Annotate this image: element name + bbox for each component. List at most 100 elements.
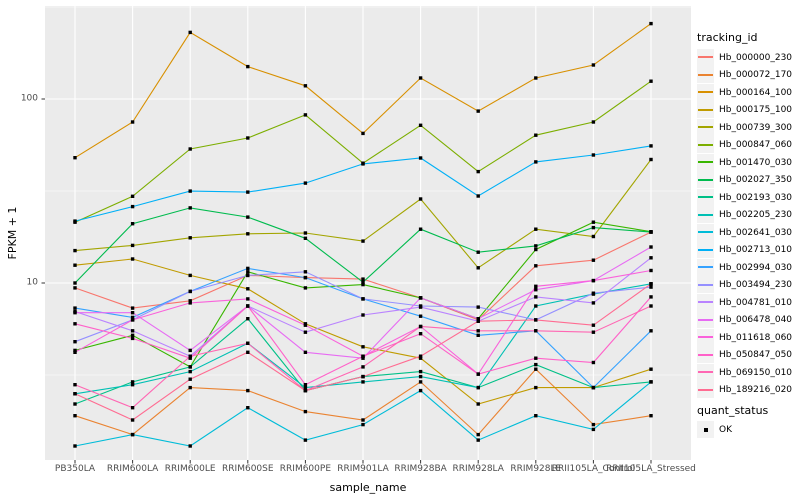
data-point-marker xyxy=(188,369,192,374)
data-point-marker xyxy=(246,341,250,345)
data-point-marker xyxy=(246,266,250,271)
data-point-marker xyxy=(303,84,308,88)
data-point-marker xyxy=(130,318,135,322)
data-point-marker xyxy=(246,215,250,219)
legend-key-line-icon xyxy=(698,143,713,146)
data-point-marker xyxy=(130,329,135,333)
legend-item-label: Hb_000164_100 xyxy=(719,87,793,98)
data-point-marker xyxy=(476,333,480,337)
data-point-marker xyxy=(188,356,192,360)
data-point-marker xyxy=(73,219,77,223)
data-point-marker xyxy=(649,144,653,148)
legend-key-box xyxy=(697,223,714,241)
legend-key-square-icon xyxy=(703,427,708,432)
data-point-marker xyxy=(246,406,250,410)
data-point-marker xyxy=(649,295,653,299)
data-point-marker xyxy=(303,270,308,274)
data-point-marker xyxy=(361,345,365,349)
data-point-marker xyxy=(534,284,538,288)
legend-item-label: Hb_004781_010 xyxy=(719,297,793,308)
data-point-marker xyxy=(649,230,653,234)
data-point-marker xyxy=(418,380,423,384)
x-tick-label-RRIM928LA: RRIM928LA xyxy=(452,464,504,474)
data-point-marker xyxy=(649,245,653,249)
legend-title-quant-status: quant_status xyxy=(697,404,769,417)
legend-item-label: Hb_000847_060 xyxy=(719,140,793,150)
data-point-marker xyxy=(130,336,135,341)
data-point-marker xyxy=(188,236,192,240)
data-point-marker xyxy=(361,354,365,358)
legend-item-label: Hb_002994_030 xyxy=(719,262,793,273)
data-point-marker xyxy=(476,319,480,323)
data-point-marker xyxy=(591,258,596,262)
data-point-marker xyxy=(246,287,250,291)
data-point-marker xyxy=(303,330,308,334)
data-point-marker xyxy=(73,286,77,290)
data-point-marker xyxy=(246,304,250,308)
data-point-marker xyxy=(418,354,423,358)
data-point-marker xyxy=(246,273,250,278)
data-point-marker xyxy=(303,409,308,414)
data-point-marker xyxy=(649,329,653,333)
legend-key-line-icon xyxy=(698,108,713,111)
data-point-marker xyxy=(303,286,308,290)
legend-key-box xyxy=(697,328,714,346)
data-point-marker xyxy=(534,244,538,248)
data-point-marker xyxy=(534,247,538,252)
data-point-marker xyxy=(476,109,480,113)
data-point-marker xyxy=(534,295,538,299)
data-point-marker xyxy=(418,227,423,231)
legend-key-line-icon xyxy=(698,56,713,58)
legend-item-label: Hb_000175_100 xyxy=(719,105,793,115)
data-point-marker xyxy=(591,153,596,157)
legend-key-box xyxy=(697,421,714,438)
data-point-marker xyxy=(649,256,653,260)
legend-item-label: Hb_001470_030 xyxy=(719,157,793,168)
data-point-marker xyxy=(649,79,653,83)
data-point-marker xyxy=(534,76,538,80)
legend-item-label: Hb_000072_170 xyxy=(719,70,793,80)
data-point-marker xyxy=(188,385,192,390)
data-point-marker xyxy=(534,133,538,137)
data-point-marker xyxy=(418,356,423,360)
data-point-marker xyxy=(361,380,365,384)
data-point-marker xyxy=(246,190,250,194)
data-point-marker xyxy=(303,275,308,280)
data-point-marker xyxy=(476,250,480,254)
data-point-marker xyxy=(130,120,135,124)
data-point-marker xyxy=(188,289,192,294)
legend-key-line-icon xyxy=(698,196,713,198)
data-point-marker xyxy=(246,270,250,274)
data-point-marker xyxy=(361,282,365,287)
data-point-marker xyxy=(361,374,365,379)
legend-key-box xyxy=(697,83,714,101)
legend-item-label: Hb_003494_230 xyxy=(719,280,793,290)
legend-key-box xyxy=(697,171,714,188)
data-point-marker xyxy=(591,427,596,432)
data-point-marker xyxy=(130,406,135,410)
data-point-marker xyxy=(361,277,365,281)
data-point-marker xyxy=(361,239,365,243)
data-point-marker xyxy=(591,385,596,390)
data-point-marker xyxy=(361,131,365,136)
data-point-marker xyxy=(591,120,596,124)
legend-item-label: Hb_002193_030 xyxy=(719,192,793,203)
data-point-marker xyxy=(188,30,192,35)
x-axis-title: sample_name xyxy=(329,481,407,494)
data-point-marker xyxy=(418,332,423,336)
data-point-marker xyxy=(246,136,250,140)
legend-item-label: Hb_069150_010 xyxy=(719,367,793,378)
legend-key-line-icon xyxy=(698,318,713,321)
data-point-marker xyxy=(649,414,653,418)
legend-key-box xyxy=(697,188,714,206)
data-point-marker xyxy=(130,333,135,337)
data-point-marker xyxy=(188,301,192,305)
data-point-marker xyxy=(303,383,308,387)
data-point-marker xyxy=(246,297,250,301)
data-point-marker xyxy=(361,313,365,317)
data-point-marker xyxy=(188,444,192,448)
data-point-marker xyxy=(361,365,365,369)
x-tick-label-RRIM901LA: RRIM901LA xyxy=(337,464,389,474)
data-point-marker xyxy=(73,306,77,310)
